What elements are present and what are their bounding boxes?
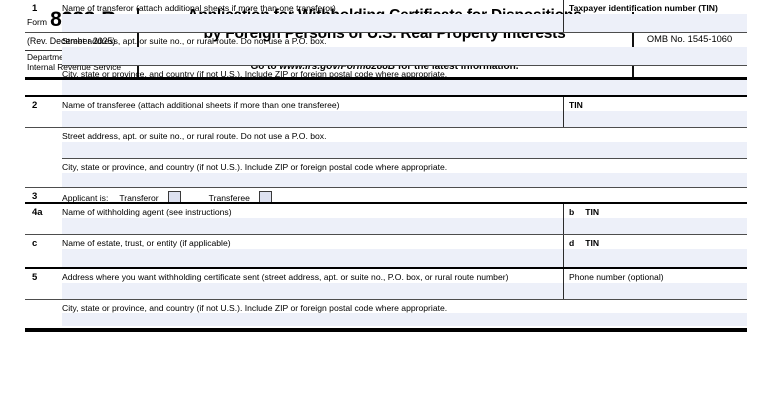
row-certificate-address: 5 Address where you want withholding cer… xyxy=(25,269,747,300)
applicant-is-label: Applicant is: xyxy=(62,192,109,203)
transferee-name-label: Name of transferee (attach additional sh… xyxy=(62,100,340,110)
row-transferee-name: 2 Name of transferee (attach additional … xyxy=(25,97,747,128)
certificate-address-label: Address where you want withholding certi… xyxy=(62,272,509,282)
transferee-city-label: City, state or province, and country (if… xyxy=(62,162,448,172)
row-certificate-city: City, state or province, and country (if… xyxy=(25,300,747,328)
transferor-tin-label: Taxpayer identification number (TIN) xyxy=(569,3,718,13)
form-bottom-rule xyxy=(25,328,747,332)
row-rule xyxy=(25,202,747,204)
phone-number-input[interactable] xyxy=(564,283,747,299)
line-number-4a: 4a xyxy=(32,207,43,218)
transferee-tin-input[interactable] xyxy=(564,111,747,127)
transferee-option-label: Transferee xyxy=(208,192,250,203)
line-letter-d: d xyxy=(569,238,575,248)
phone-number-label: Phone number (optional) xyxy=(569,272,664,282)
certificate-city-input[interactable] xyxy=(62,313,747,326)
transferor-city-label: City, state or province, and country (if… xyxy=(62,69,448,79)
transferor-tin-input[interactable] xyxy=(564,14,747,32)
transferor-name-label: Name of transferor (attach additional sh… xyxy=(62,3,336,13)
goto-line: Go to www.irs.gov/Form8288B for the late… xyxy=(137,61,632,72)
row-rule xyxy=(25,186,747,188)
transferor-name-input[interactable] xyxy=(62,14,563,32)
irs-form-url: www.irs.gov/Form8288B xyxy=(279,61,396,72)
row-rule xyxy=(25,31,747,33)
line-number-5: 5 xyxy=(32,272,38,283)
estate-trust-entity-label: Name of estate, trust, or entity (if app… xyxy=(62,238,231,248)
row-estate-trust-entity: c Name of estate, trust, or entity (if a… xyxy=(25,235,747,269)
transferor-city-input[interactable] xyxy=(62,80,747,96)
certificate-city-label: City, state or province, and country (if… xyxy=(62,303,448,313)
transferor-street-input[interactable] xyxy=(62,47,747,65)
line-letter-b: b xyxy=(569,207,575,217)
estate-trust-entity-tin-label: d TIN xyxy=(569,238,745,248)
transferee-city-input[interactable] xyxy=(62,173,747,187)
header-bottom-rule xyxy=(25,77,747,80)
withholding-agent-tin-input[interactable] xyxy=(564,218,747,234)
transferee-street-label: Street address, apt. or suite no., or ru… xyxy=(62,131,327,141)
form-revision: (Rev. December 2025) xyxy=(27,36,116,46)
row-transferee-street: Street address, apt. or suite no., or ru… xyxy=(25,128,747,159)
line-number-2: 2 xyxy=(32,100,38,111)
form-word: Form xyxy=(27,17,48,27)
goto-suffix: for the latest information. xyxy=(395,61,519,72)
estate-trust-entity-name-input[interactable] xyxy=(62,249,563,268)
goto-prefix: Go to xyxy=(250,61,280,72)
header-vertical-divider-left xyxy=(137,8,139,77)
transferee-street-input[interactable] xyxy=(62,142,747,158)
row-transferee-city: City, state or province, and country (if… xyxy=(25,159,747,188)
row-rule xyxy=(62,64,747,66)
row-applicant-is: 3 Applicant is: Transferor Transferee xyxy=(25,188,747,204)
withholding-agent-name-input[interactable] xyxy=(62,218,563,234)
row-withholding-agent: 4a Name of withholding agent (see instru… xyxy=(25,204,747,235)
row-transferor-city: City, state or province, and country (if… xyxy=(25,66,747,97)
section-rule xyxy=(25,95,747,97)
row-transferor-street: Street address, apt. or suite no., or ru… xyxy=(25,33,747,66)
omb-number: OMB No. 1545-1060 xyxy=(646,34,733,44)
tin-word: TIN xyxy=(585,207,600,217)
transferor-street-label: Street address, apt. or suite no., or ru… xyxy=(62,36,327,46)
withholding-agent-label: Name of withholding agent (see instructi… xyxy=(62,207,232,217)
withholding-agent-tin-label: b TIN xyxy=(569,207,745,217)
estate-trust-entity-tin-input[interactable] xyxy=(564,249,747,268)
row-rule xyxy=(62,157,747,159)
tin-word: TIN xyxy=(585,238,600,248)
line-number-1: 1 xyxy=(32,3,38,14)
row-transferor-name: 1 Name of transferor (attach additional … xyxy=(25,0,747,33)
form-area: Form 8288-B (Rev. December 2025) Departm… xyxy=(25,0,747,416)
transferee-tin-label: TIN xyxy=(569,100,583,110)
certificate-address-input[interactable] xyxy=(62,283,563,299)
line-number-3: 3 xyxy=(32,191,38,202)
line-letter-c: c xyxy=(32,238,38,249)
header-vertical-divider-right xyxy=(632,12,634,77)
transferor-option-label: Transferor xyxy=(119,192,159,203)
row-rule xyxy=(25,298,747,300)
row-rule xyxy=(25,233,747,235)
transferee-name-input[interactable] xyxy=(62,111,563,127)
section-rule xyxy=(25,267,747,269)
agency-line2: Internal Revenue Service xyxy=(27,61,122,72)
row-rule xyxy=(25,126,747,128)
